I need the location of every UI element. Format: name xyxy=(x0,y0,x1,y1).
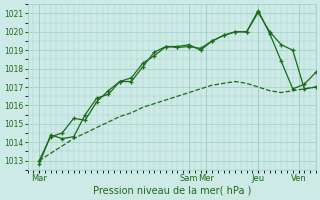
X-axis label: Pression niveau de la mer( hPa ): Pression niveau de la mer( hPa ) xyxy=(92,186,251,196)
